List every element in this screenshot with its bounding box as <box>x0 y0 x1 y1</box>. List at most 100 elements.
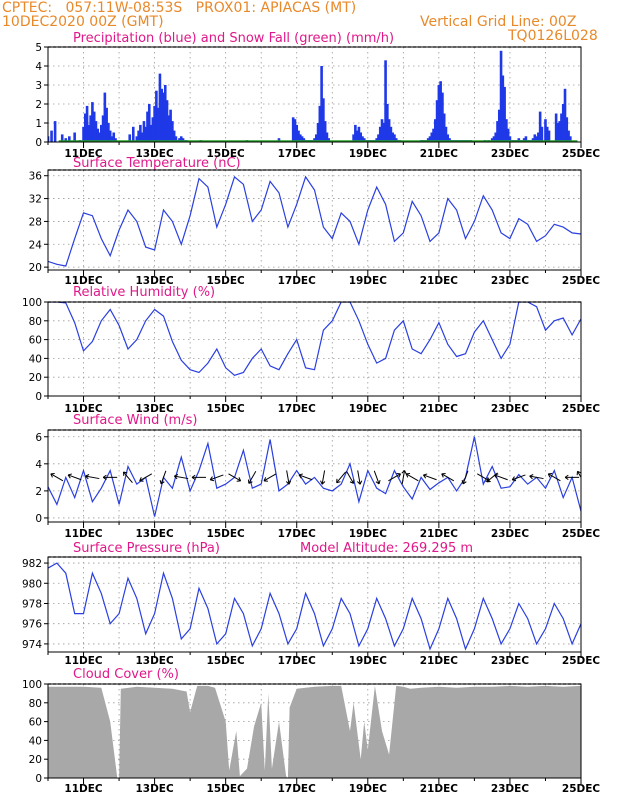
x-tick-label: 17DEC <box>278 655 317 667</box>
precip-bar <box>165 100 169 142</box>
x-tick-label: 23DEC <box>491 275 530 287</box>
x-tick-label: 13DEC <box>135 275 174 287</box>
precip-bar <box>354 124 357 142</box>
wind-arrow <box>461 470 469 485</box>
wind-arrow <box>228 473 242 482</box>
x-tick-label: 11DEC <box>64 403 103 415</box>
x-tick-label: 17DEC <box>278 783 317 795</box>
cloud-cover-area <box>48 685 581 778</box>
y-tick-label: 976 <box>22 619 42 631</box>
y-tick-label: 20 <box>29 372 42 384</box>
precip-bar <box>137 130 140 142</box>
x-tick-label: 15DEC <box>207 783 246 795</box>
precip-bar <box>293 119 297 142</box>
y-tick-label: 24 <box>29 239 43 251</box>
x-tick-label: 23DEC <box>491 783 530 795</box>
y-tick-label: 2 <box>35 99 42 111</box>
precip-bar <box>569 136 572 142</box>
y-tick-label: 80 <box>29 316 42 328</box>
precip-bar <box>434 119 437 142</box>
precip-bar <box>179 136 183 142</box>
x-tick-label: 21DEC <box>420 403 459 415</box>
panel-title: Surface Pressure (hPa) <box>73 541 220 556</box>
precip-bar <box>426 138 430 142</box>
precip-bar <box>156 107 160 142</box>
y-tick-label: 2 <box>35 486 42 498</box>
y-tick-label: 20 <box>29 754 42 766</box>
panel-title: Precipitation (blue) and Snow Fall (gree… <box>73 31 394 46</box>
header-date: 10DEC2020 00Z (GMT) <box>2 14 164 30</box>
x-tick-label: 13DEC <box>135 528 174 540</box>
precip-bar <box>508 136 512 142</box>
precip-bar <box>490 138 494 142</box>
precip-bar <box>533 134 537 142</box>
precip-bar <box>492 136 496 142</box>
y-tick-label: 0 <box>35 773 42 785</box>
y-tick-label: 60 <box>29 717 42 729</box>
precip-bar <box>107 123 110 142</box>
precip-bar <box>149 124 153 142</box>
wind-arrow <box>388 473 401 482</box>
precip-bar <box>291 117 295 142</box>
wind-arrow <box>405 473 419 482</box>
x-tick-label: 21DEC <box>420 148 459 160</box>
x-tick-label: 19DEC <box>349 403 388 415</box>
x-tick-label: 15DEC <box>207 528 246 540</box>
precip-bar <box>560 113 563 142</box>
precip-bar <box>140 132 144 142</box>
precip-bar <box>565 117 569 142</box>
precip-bar <box>384 60 387 142</box>
wind-arrow <box>298 473 313 481</box>
x-tick-label: 23DEC <box>491 528 530 540</box>
precip-bar <box>85 105 89 142</box>
y-tick-label: 982 <box>22 558 42 570</box>
precip-bar <box>503 86 506 142</box>
panel-data <box>48 562 581 651</box>
precip-bar <box>377 134 380 142</box>
precip-bar <box>82 126 85 142</box>
panel-title: Surface Wind (m/s) <box>73 413 197 428</box>
precip-bar <box>48 136 50 142</box>
precip-bar <box>499 50 503 142</box>
wind-arrow <box>263 473 277 482</box>
precip-bar <box>556 123 560 142</box>
y-tick-label: 36 <box>29 171 43 183</box>
panel-data <box>48 50 578 142</box>
precip-bar <box>277 138 281 142</box>
precip-bar <box>506 128 510 142</box>
x-tick-label: 11DEC <box>64 783 103 795</box>
precip-bar <box>94 121 98 142</box>
panel-title: Surface Temperature (nC) <box>73 156 241 171</box>
precip-bar <box>178 138 181 142</box>
precip-bar <box>98 132 101 142</box>
wind-arrow <box>209 474 224 482</box>
precip-bar <box>298 134 302 142</box>
y-tick-label: 32 <box>29 194 42 206</box>
x-tick-label: 19DEC <box>349 783 388 795</box>
x-tick-label: 23DEC <box>491 655 530 667</box>
precip-bar <box>537 132 540 142</box>
x-tick-label: 15DEC <box>207 275 246 287</box>
precip-bar <box>359 132 362 142</box>
precip-bar <box>325 132 329 142</box>
wind-arrow <box>401 470 407 485</box>
x-tick-label: 19DEC <box>349 528 388 540</box>
x-tick-label: 13DEC <box>135 783 174 795</box>
precip-bar <box>386 104 389 142</box>
precip-bar <box>60 134 64 142</box>
y-tick-label: 6 <box>35 432 42 444</box>
x-tick-label: 17DEC <box>278 275 317 287</box>
y-tick-label: 4 <box>35 61 42 73</box>
precip-bar <box>162 92 165 142</box>
precip-bar <box>146 111 149 142</box>
x-tick-label: 13DEC <box>135 148 174 160</box>
precip-bar <box>535 136 538 142</box>
precip-bar <box>160 88 164 142</box>
precip-bar <box>538 111 542 142</box>
precip-bar <box>442 113 446 142</box>
precip-bar <box>558 121 561 142</box>
precip-bar <box>320 66 323 142</box>
precip-bar <box>142 121 146 142</box>
precip-bar <box>362 138 366 142</box>
wind-arrow <box>67 473 82 481</box>
